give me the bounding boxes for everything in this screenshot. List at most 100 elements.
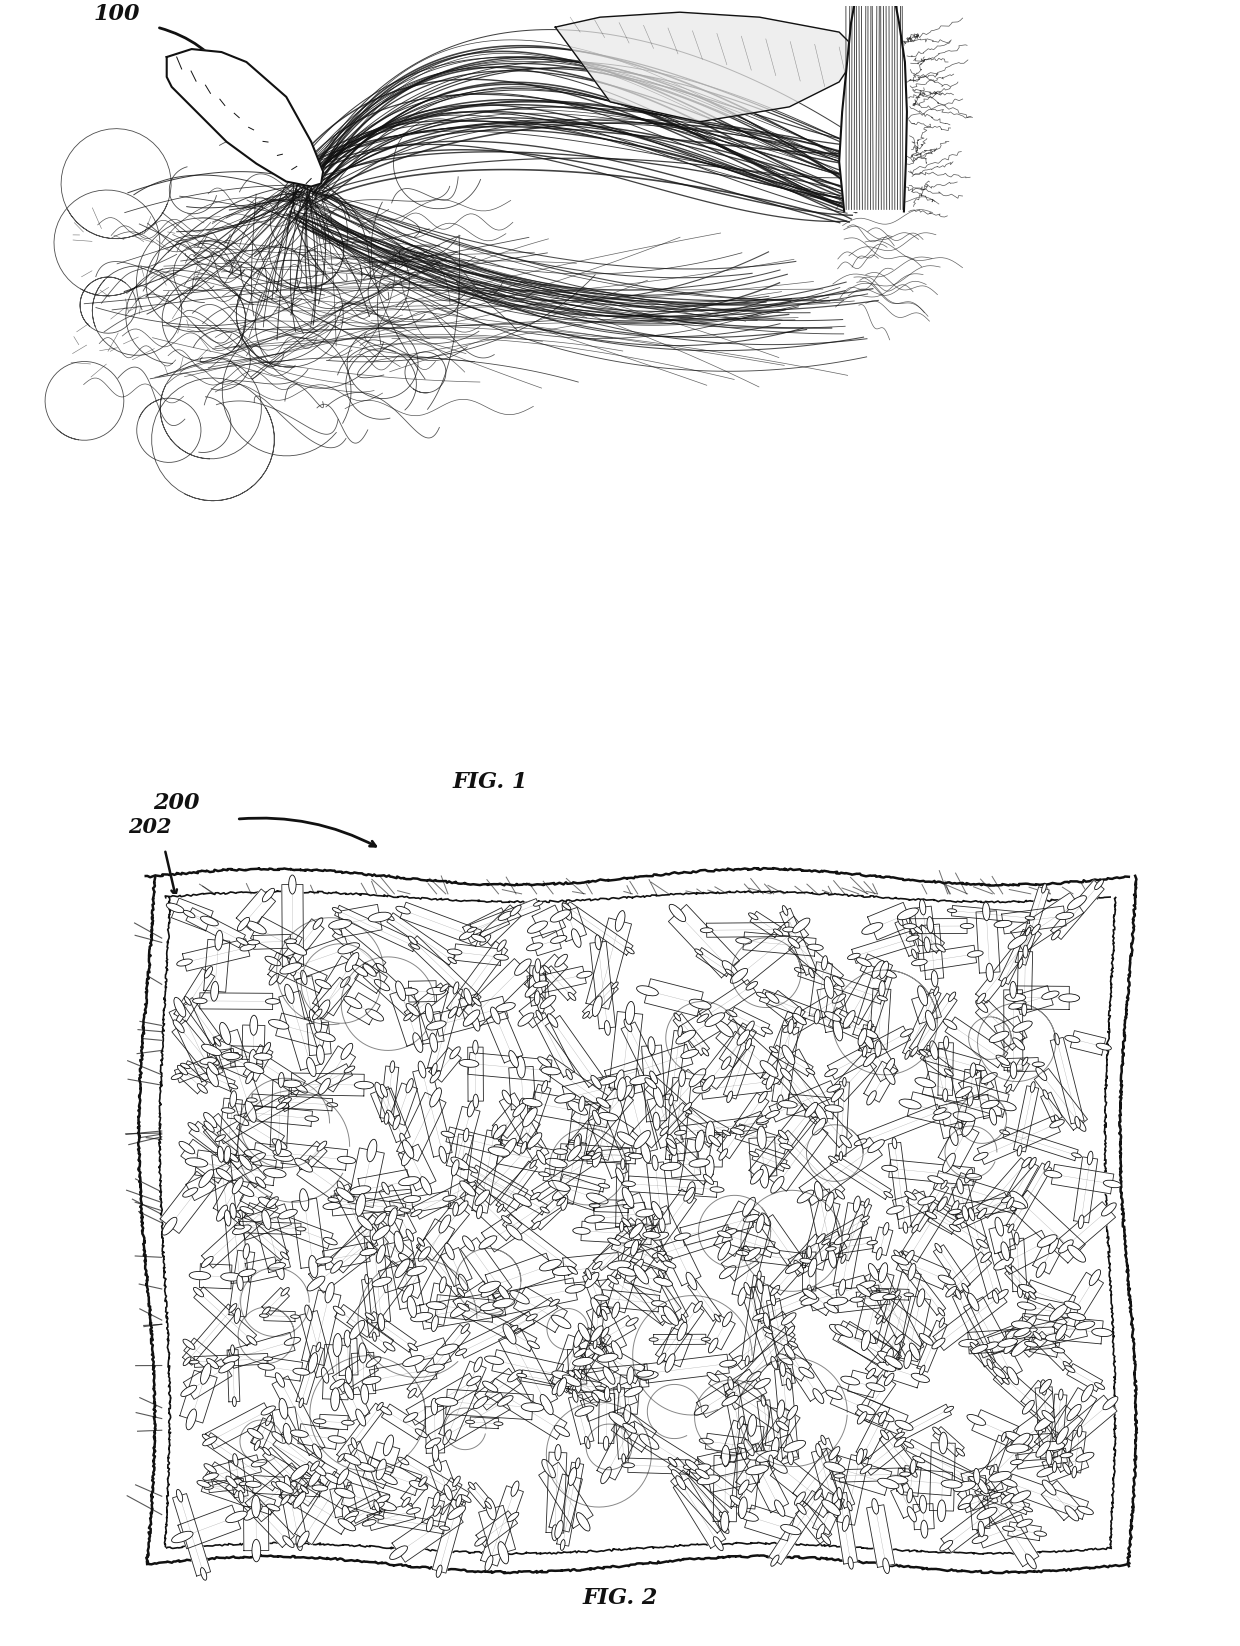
Ellipse shape — [825, 1068, 837, 1076]
Ellipse shape — [216, 1134, 226, 1142]
Ellipse shape — [309, 1353, 317, 1373]
Ellipse shape — [207, 1067, 218, 1086]
Polygon shape — [557, 907, 587, 942]
Ellipse shape — [489, 1147, 510, 1155]
Ellipse shape — [568, 1266, 578, 1274]
Ellipse shape — [738, 1287, 746, 1305]
Ellipse shape — [418, 1246, 430, 1261]
Polygon shape — [413, 1067, 453, 1157]
Ellipse shape — [988, 1472, 1011, 1481]
Ellipse shape — [1025, 927, 1030, 937]
Ellipse shape — [551, 910, 570, 922]
Polygon shape — [827, 1025, 910, 1080]
Polygon shape — [174, 968, 215, 1022]
Ellipse shape — [730, 1496, 744, 1508]
Ellipse shape — [641, 1142, 651, 1164]
Ellipse shape — [337, 1453, 345, 1462]
Ellipse shape — [247, 940, 259, 945]
Polygon shape — [859, 1025, 875, 1053]
Ellipse shape — [226, 1055, 243, 1062]
Ellipse shape — [956, 1448, 965, 1457]
Polygon shape — [765, 1407, 791, 1448]
Polygon shape — [532, 1151, 600, 1202]
Ellipse shape — [903, 1221, 908, 1233]
Ellipse shape — [498, 1542, 508, 1564]
Polygon shape — [407, 1373, 479, 1425]
Ellipse shape — [676, 1030, 696, 1044]
Polygon shape — [701, 1072, 773, 1100]
Polygon shape — [831, 1053, 877, 1101]
Ellipse shape — [954, 1111, 975, 1121]
Ellipse shape — [756, 993, 766, 997]
Polygon shape — [732, 1221, 770, 1299]
Polygon shape — [765, 1325, 796, 1350]
Ellipse shape — [536, 1011, 542, 1021]
Polygon shape — [687, 1458, 743, 1508]
Ellipse shape — [1078, 1425, 1083, 1437]
Ellipse shape — [910, 1047, 918, 1057]
Ellipse shape — [697, 1014, 708, 1022]
Ellipse shape — [418, 1062, 425, 1078]
Ellipse shape — [771, 1555, 779, 1567]
Ellipse shape — [289, 956, 296, 976]
Ellipse shape — [657, 1353, 666, 1365]
Ellipse shape — [430, 1072, 440, 1083]
Polygon shape — [1004, 1159, 1039, 1207]
Ellipse shape — [696, 1468, 709, 1478]
Ellipse shape — [529, 1160, 537, 1169]
Ellipse shape — [420, 1177, 432, 1195]
Polygon shape — [934, 1170, 1021, 1215]
Polygon shape — [549, 1328, 605, 1393]
Ellipse shape — [625, 1076, 635, 1098]
Ellipse shape — [362, 1519, 376, 1526]
Ellipse shape — [590, 1297, 601, 1315]
Ellipse shape — [474, 1356, 482, 1373]
Polygon shape — [467, 1047, 484, 1101]
Ellipse shape — [934, 986, 939, 996]
Ellipse shape — [932, 1113, 951, 1121]
Ellipse shape — [382, 1182, 389, 1195]
Ellipse shape — [543, 966, 551, 974]
Ellipse shape — [770, 1286, 780, 1295]
Polygon shape — [392, 1503, 464, 1562]
Ellipse shape — [283, 1536, 294, 1547]
Ellipse shape — [518, 1012, 533, 1025]
Polygon shape — [583, 1272, 610, 1317]
Ellipse shape — [402, 1147, 413, 1165]
Ellipse shape — [228, 1152, 238, 1162]
Ellipse shape — [872, 1292, 882, 1295]
Ellipse shape — [542, 1080, 548, 1093]
Ellipse shape — [719, 1360, 737, 1368]
Polygon shape — [347, 1261, 413, 1337]
Ellipse shape — [538, 1172, 549, 1177]
Polygon shape — [583, 983, 619, 1019]
Ellipse shape — [1050, 1119, 1064, 1128]
Ellipse shape — [334, 1333, 342, 1356]
Polygon shape — [1017, 1434, 1054, 1462]
Ellipse shape — [201, 1256, 213, 1267]
Polygon shape — [831, 1455, 892, 1495]
Polygon shape — [946, 1251, 992, 1297]
Ellipse shape — [531, 1192, 541, 1200]
Polygon shape — [389, 1083, 418, 1126]
Polygon shape — [563, 902, 634, 955]
Ellipse shape — [472, 1095, 479, 1108]
Ellipse shape — [579, 1096, 585, 1111]
Polygon shape — [532, 1197, 565, 1230]
Polygon shape — [627, 1458, 689, 1475]
Polygon shape — [348, 1147, 384, 1208]
Ellipse shape — [215, 930, 223, 950]
Ellipse shape — [951, 1200, 959, 1215]
Ellipse shape — [604, 1437, 609, 1450]
Polygon shape — [853, 966, 894, 1040]
Polygon shape — [203, 1121, 267, 1188]
Ellipse shape — [976, 1001, 988, 1012]
Polygon shape — [470, 1165, 548, 1215]
Ellipse shape — [439, 1146, 446, 1164]
Polygon shape — [932, 1287, 1007, 1350]
Ellipse shape — [492, 1124, 497, 1139]
Ellipse shape — [201, 1363, 211, 1384]
Ellipse shape — [329, 920, 352, 930]
Polygon shape — [339, 1338, 358, 1376]
Polygon shape — [445, 1389, 533, 1420]
